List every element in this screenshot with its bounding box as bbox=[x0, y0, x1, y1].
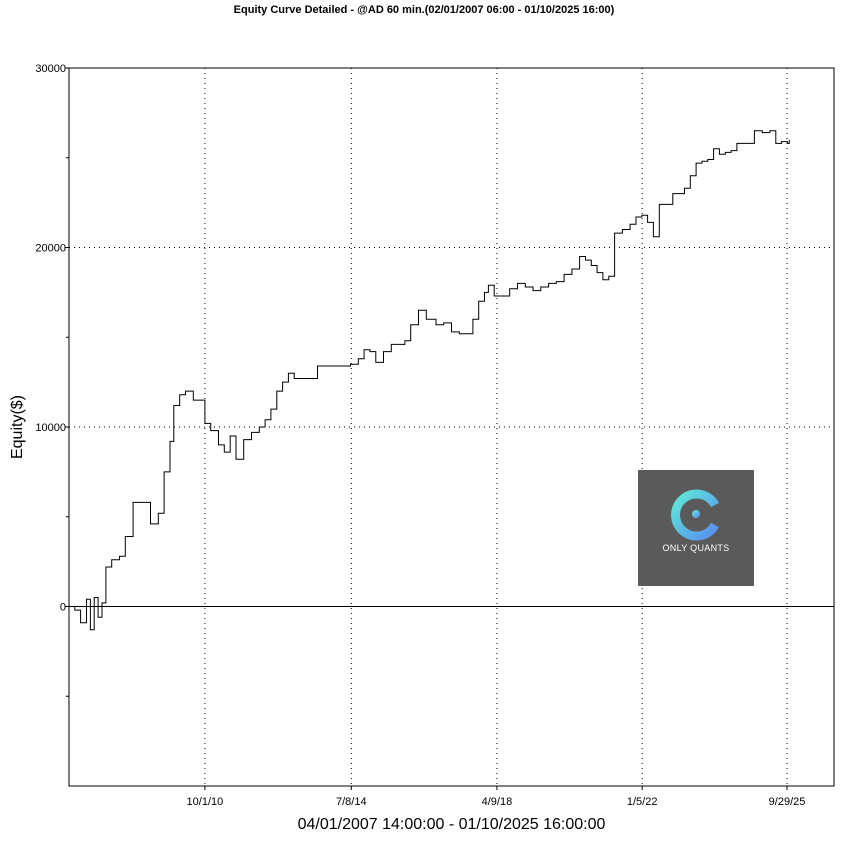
x-tick-label: 4/9/18 bbox=[482, 796, 513, 808]
y-tick-label: 20000 bbox=[35, 243, 66, 255]
y-tick-label: 10000 bbox=[35, 422, 66, 434]
x-tick-label: 7/8/14 bbox=[336, 796, 367, 808]
logo-graphic bbox=[638, 470, 754, 586]
plot-area bbox=[68, 67, 835, 787]
x-tick-label: 10/1/10 bbox=[187, 796, 224, 808]
y-axis-label: Equity($) bbox=[9, 394, 26, 460]
x-tick-label: 1/5/22 bbox=[627, 796, 658, 808]
y-tick-label: 0 bbox=[60, 602, 66, 614]
x-axis: 10/1/10 7/8/14 4/9/18 1/5/22 9/29/25 bbox=[187, 786, 806, 808]
x-tick-label: 9/29/25 bbox=[769, 796, 806, 808]
chart-title: Equity Curve Detailed - @AD 60 min.(02/0… bbox=[233, 4, 615, 16]
logo-text: ONLY QUANTS bbox=[662, 543, 730, 553]
only-quants-logo: ONLY QUANTS bbox=[638, 470, 754, 586]
y-axis: 0 10000 20000 30000 bbox=[35, 63, 69, 697]
equity-series-line bbox=[69, 130, 790, 631]
x-axis-label: 04/01/2007 14:00:00 - 01/10/2025 16:00:0… bbox=[297, 816, 606, 833]
y-tick-label: 30000 bbox=[35, 63, 66, 75]
